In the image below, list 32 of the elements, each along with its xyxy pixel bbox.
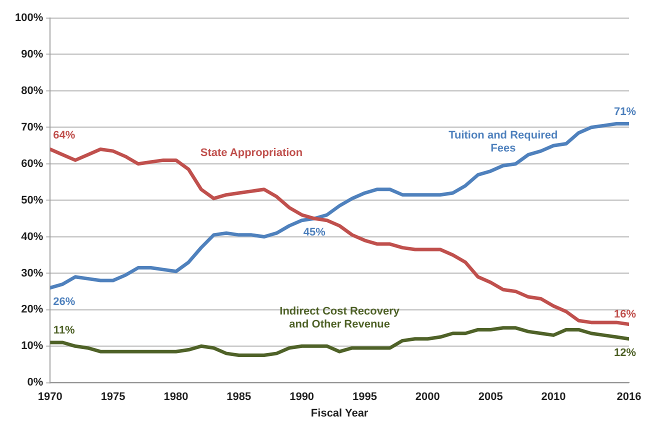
x-axis-title: Fiscal Year [310,407,369,420]
y-tick-label: 20% [21,304,44,316]
y-tick-label: 100% [14,12,44,24]
series-label: Tuition and Required Fees [448,130,558,155]
x-tick-label: 2005 [478,391,503,404]
x-tick-label: 2010 [541,391,566,404]
y-tick-label: 30% [21,267,44,280]
x-tick-label: 1995 [352,391,377,404]
y-tick-label: 60% [21,158,44,170]
y-tick-label: 80% [21,84,44,97]
x-tick-label: 1990 [290,391,314,404]
y-tick-label: 90% [21,48,44,60]
y-tick-label: 70% [21,121,44,134]
annotation: 16% [614,308,636,320]
annotation: 12% [614,346,636,359]
x-tick-label: 1980 [164,391,188,404]
y-tick-label: 0% [27,376,44,389]
annotation: 45% [303,226,326,239]
annotation: 64% [53,129,76,142]
annotation: 11% [53,324,76,337]
y-tick-label: 10% [21,340,44,352]
x-tick-label: 1975 [100,391,126,404]
annotation: 71% [614,106,636,118]
x-tick-label: 2016 [616,391,642,404]
series-label: State Appropriation [200,147,303,160]
annotation: 26% [53,296,76,308]
y-tick-label: 50% [21,194,44,206]
series-label: Indirect Cost Recovery and Other Revenue [280,306,400,331]
x-tick-label: 1970 [38,391,62,404]
x-tick-label: 1985 [226,391,252,404]
x-tick-label: 2000 [415,391,440,404]
y-tick-label: 40% [21,230,44,243]
